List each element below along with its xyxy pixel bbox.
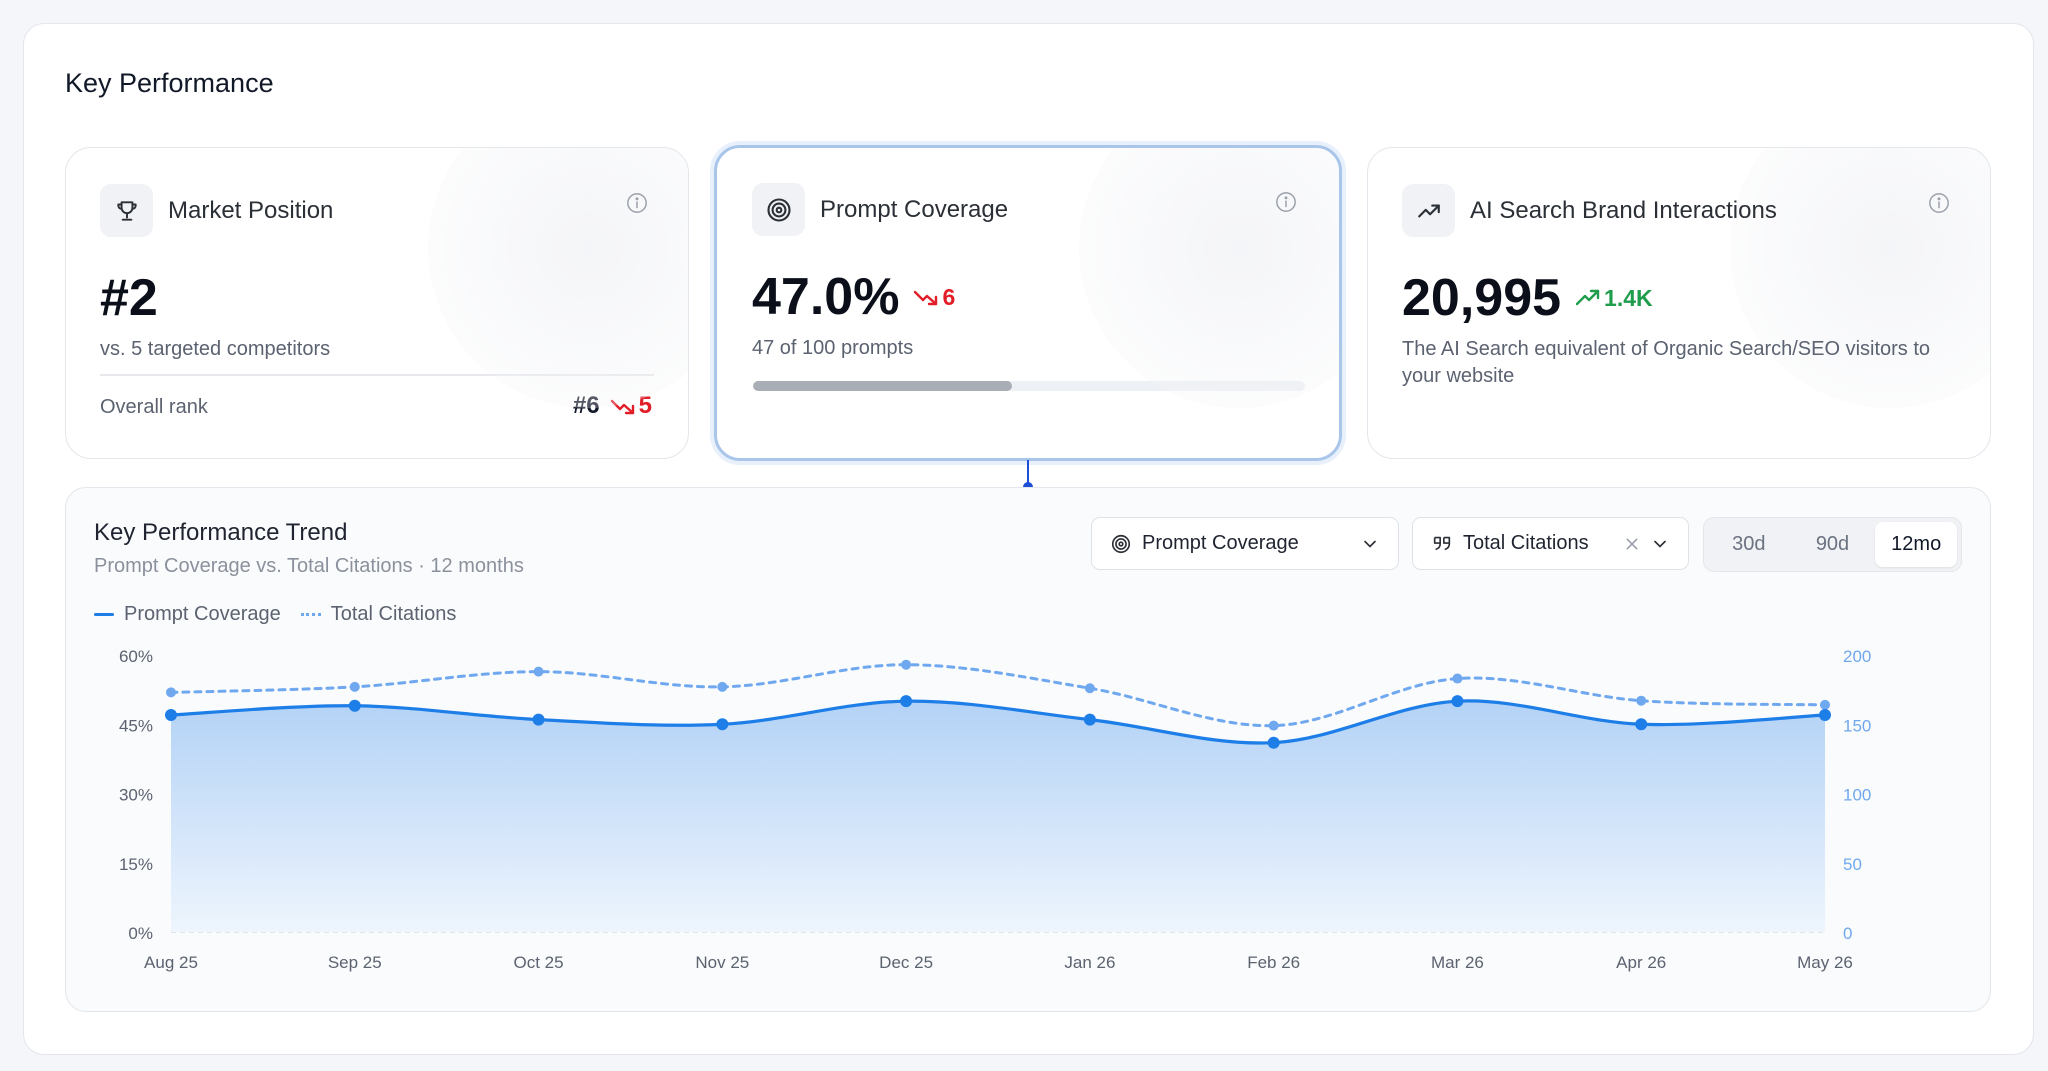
trending-down-icon: [610, 399, 634, 415]
interactions-value: 20,995: [1402, 269, 1562, 327]
trend-subtitle: Prompt Coverage vs. Total Citations · 12…: [94, 555, 524, 577]
legend-label: Total Citations: [330, 603, 457, 625]
key-performance-trend-panel: Key Performance Trend Prompt Coverage vs…: [65, 487, 1991, 1012]
ai-search-interactions-card[interactable]: AI Search Brand Interactions 20,995 1.4K…: [1367, 147, 1991, 459]
chevron-down-icon: [1364, 540, 1376, 548]
interactions-subtitle: The AI Search equivalent of Organic Sear…: [1402, 338, 1931, 387]
trophy-icon: [100, 184, 153, 237]
info-icon[interactable]: [626, 192, 648, 214]
info-icon[interactable]: [1275, 191, 1297, 213]
trending-up-icon: [1402, 184, 1455, 237]
quote-icon: [1433, 536, 1451, 550]
legend-label: Prompt Coverage: [124, 603, 281, 625]
trending-down-icon: [914, 290, 938, 306]
market-position-card[interactable]: Market Position #2 vs. 5 targeted compet…: [65, 147, 689, 459]
legend-swatch: [94, 613, 114, 616]
overall-rank-delta: 5: [638, 392, 652, 419]
prompt-coverage-delta: 6: [942, 283, 956, 310]
range-option-30d[interactable]: 30d: [1732, 533, 1766, 555]
interactions-delta: 1.4K: [1604, 284, 1653, 311]
section-title: Key Performance: [65, 68, 274, 98]
secondary-metric-select[interactable]: Total Citations: [1412, 517, 1689, 570]
card-title: Market Position: [168, 196, 334, 224]
target-icon: [1111, 534, 1131, 553]
target-icon: [752, 183, 805, 236]
prompt-coverage-value: 47.0%: [752, 268, 900, 326]
chart-legend: Prompt Coverage Total Citations: [94, 603, 456, 626]
card-connector: [1027, 460, 1029, 486]
close-icon[interactable]: [1624, 536, 1640, 552]
overall-rank-label: Overall rank: [100, 396, 208, 418]
progress-fill: [753, 381, 1013, 391]
legend-item-total-citations: Total Citations: [300, 603, 457, 626]
prompt-coverage-subtitle: 47 of 100 prompts: [752, 337, 914, 359]
prompt-coverage-progress: [753, 381, 1305, 391]
market-position-value: #2: [100, 269, 158, 327]
range-option-90d[interactable]: 90d: [1815, 533, 1850, 555]
range-option-12mo[interactable]: 12mo: [1875, 522, 1958, 567]
primary-metric-select[interactable]: Prompt Coverage: [1091, 517, 1399, 570]
card-title: AI Search Brand Interactions: [1470, 196, 1777, 224]
overall-rank-value: #6: [572, 392, 600, 419]
primary-metric-label: Prompt Coverage: [1142, 532, 1299, 554]
trend-title: Key Performance Trend: [94, 519, 348, 546]
legend-swatch: [300, 613, 321, 616]
market-position-subtitle: vs. 5 targeted competitors: [100, 338, 331, 360]
chevron-down-icon: [1654, 540, 1666, 548]
divider: [100, 374, 654, 376]
range-selector: 30d 90d 12mo: [1703, 517, 1962, 572]
prompt-coverage-card[interactable]: Prompt Coverage 47.0% 6 47 of 100 prompt…: [714, 145, 1342, 461]
info-icon[interactable]: [1928, 192, 1950, 214]
card-title: Prompt Coverage: [820, 195, 1009, 223]
secondary-metric-label: Total Citations: [1463, 532, 1589, 554]
legend-item-prompt-coverage: Prompt Coverage: [94, 603, 281, 626]
trending-up-icon: [1575, 289, 1600, 306]
